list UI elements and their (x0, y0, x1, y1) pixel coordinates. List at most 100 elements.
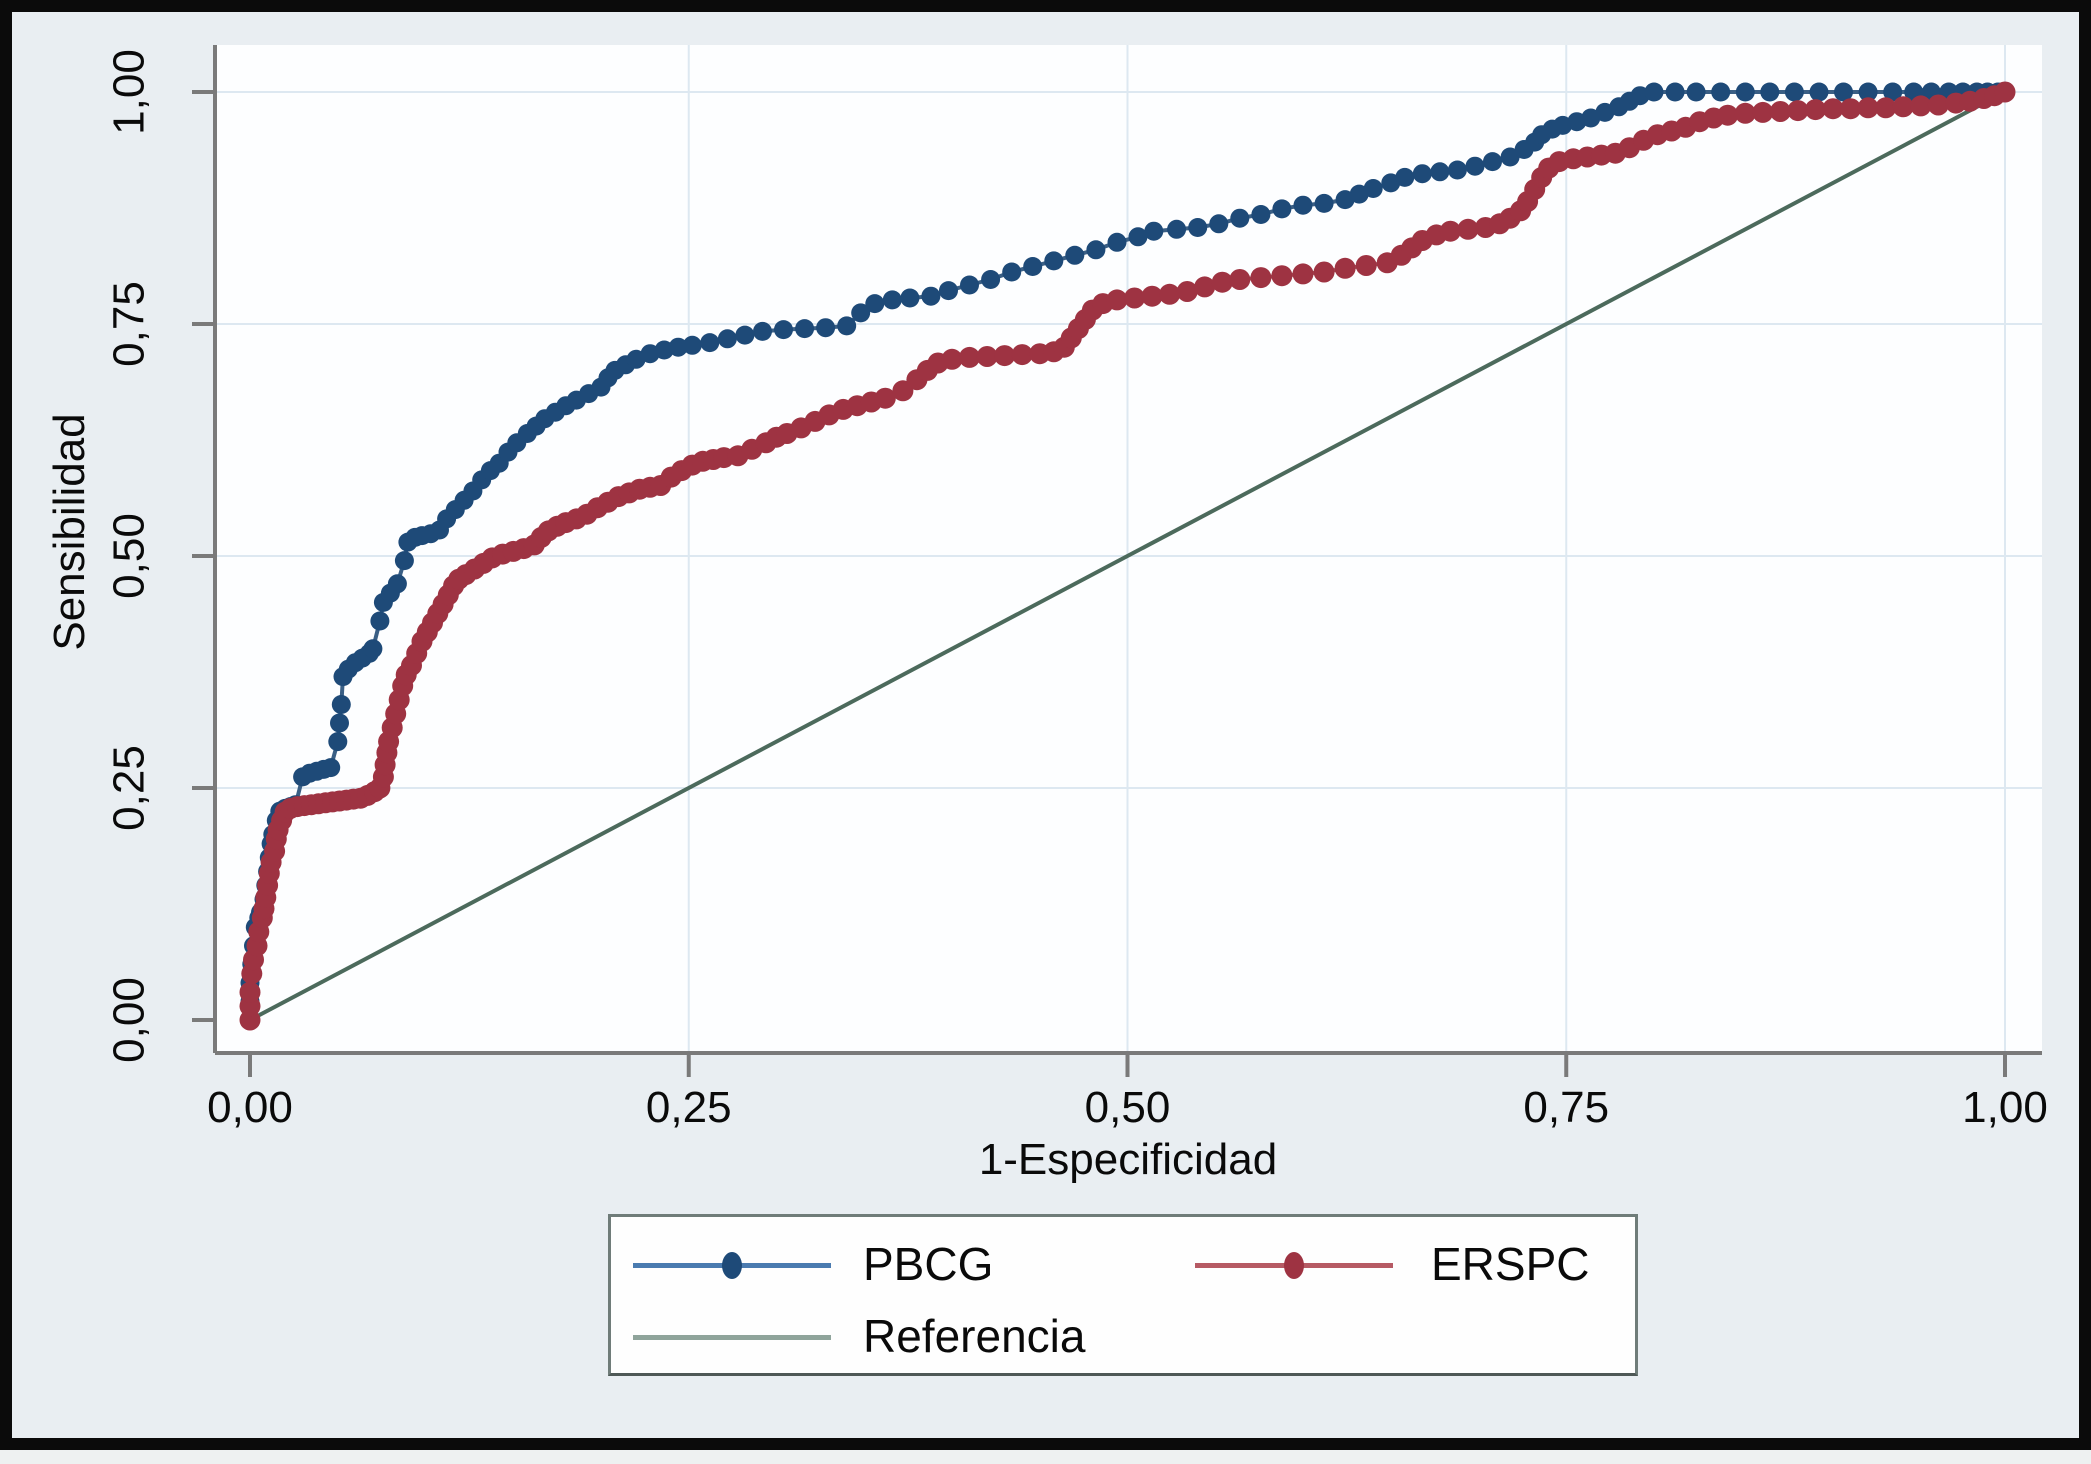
pbcg-marker (1314, 193, 1334, 213)
erspc-marker (1857, 97, 1879, 119)
pbcg-marker (328, 732, 348, 752)
pbcg-marker (1107, 232, 1127, 252)
pbcg-marker (1023, 257, 1043, 276)
legend-marker-erspc (1284, 1252, 1304, 1279)
erspc-marker (1927, 94, 1949, 116)
legend-line-erspc (1195, 1252, 1393, 1279)
pbcg-marker (363, 639, 383, 659)
pbcg-marker (1065, 245, 1085, 265)
pbcg-marker (1644, 82, 1664, 102)
pbcg-marker (900, 288, 920, 308)
erspc-marker (1011, 344, 1033, 366)
pbcg-marker (753, 321, 772, 341)
erspc-marker (1910, 95, 1932, 117)
pbcg-marker (1447, 160, 1467, 180)
erspc-marker (1892, 96, 1914, 118)
pbcg-marker (1883, 82, 1903, 102)
pbcg-marker (1086, 240, 1106, 260)
erspc-marker (1176, 281, 1198, 302)
erspc-marker (994, 345, 1016, 367)
erspc-marker (1822, 98, 1844, 120)
x-tick-label: 0,25 (646, 1083, 732, 1132)
erspc-marker (1124, 287, 1145, 309)
x-tick-label: 0,75 (1523, 1083, 1609, 1132)
pbcg-marker (321, 758, 341, 778)
erspc-marker (874, 387, 896, 409)
pbcg-marker (394, 551, 414, 571)
pbcg-marker (1809, 82, 1829, 102)
pbcg-marker (851, 303, 871, 323)
pbcg-marker (1858, 82, 1878, 102)
pbcg-marker (774, 320, 793, 340)
pbcg-marker (795, 319, 815, 339)
referencia-curve (249, 90, 2006, 1022)
erspc-marker (1106, 289, 1128, 311)
erspc-marker (1211, 271, 1233, 293)
erspc-marker (1159, 283, 1181, 305)
erspc-marker (1875, 97, 1897, 119)
x-tick-label: 0,50 (1085, 1083, 1171, 1132)
pbcg-marker (921, 286, 941, 306)
erspc-marker (941, 348, 963, 370)
pbcg-marker (1412, 164, 1432, 184)
legend-marker-pbcg (722, 1252, 742, 1279)
pbcg-marker (1735, 82, 1755, 102)
pbcg-marker (1686, 82, 1706, 102)
pbcg-marker (1711, 82, 1731, 102)
x-tick-label: 1,00 (1962, 1083, 2048, 1132)
pbcg-marker (1272, 199, 1292, 219)
pbcg-marker (1483, 152, 1502, 172)
pbcg-marker (1395, 167, 1415, 187)
pbcg-marker (370, 611, 390, 631)
erspc-marker (1250, 267, 1272, 289)
pbcg-marker (816, 318, 836, 338)
pbcg-marker (1188, 218, 1208, 237)
erspc-marker (959, 346, 980, 368)
pbcg-marker (1002, 262, 1022, 282)
pbcg-marker (668, 337, 688, 357)
x-axis-title: 1-Especificidad (978, 1135, 1278, 1184)
erspc-marker (1141, 285, 1163, 307)
legend-label-pbcg: PBCG (863, 1238, 994, 1290)
y-tick-label: 0,00 (104, 977, 153, 1063)
legend-label-referencia: Referencia (863, 1310, 1086, 1362)
pbcg-marker (1209, 214, 1229, 234)
pbcg-marker (682, 335, 702, 355)
pbcg-marker (1044, 251, 1064, 271)
pbcg-marker (981, 270, 1001, 289)
erspc-marker (1271, 265, 1293, 287)
erspc-marker (1840, 98, 1862, 120)
pbcg-marker (1251, 205, 1271, 224)
pbcg-marker (331, 695, 351, 714)
pbcg-marker (1167, 219, 1187, 239)
erspc-marker (1355, 255, 1377, 276)
pbcg-marker (1128, 227, 1148, 247)
y-tick-label: 1,00 (104, 49, 153, 135)
y-tick-label: 0,75 (104, 281, 153, 367)
erspc-marker (239, 981, 261, 1003)
y-tick-label: 0,50 (104, 513, 153, 599)
pbcg-marker (865, 294, 885, 314)
erspc-marker (1769, 101, 1791, 122)
pbcg-marker (1665, 82, 1685, 102)
y-tick-label: 0,25 (104, 745, 153, 831)
erspc-marker (892, 380, 914, 402)
erspc-marker (1439, 220, 1461, 242)
erspc-marker (1787, 100, 1809, 122)
y-axis-title: Sensibilidad (45, 413, 94, 651)
pbcg-marker (1363, 179, 1383, 198)
erspc-marker (1805, 99, 1826, 121)
pbcg-marker (1230, 208, 1250, 228)
pbcg-marker (717, 329, 737, 349)
legend-label-erspc: ERSPC (1431, 1238, 1590, 1290)
pbcg-marker (1500, 147, 1520, 167)
erspc-marker (1194, 276, 1216, 298)
pbcg-marker (939, 281, 958, 301)
pbcg-marker (1784, 82, 1804, 102)
pbcg-marker (330, 713, 349, 733)
pbcg-marker (960, 275, 979, 295)
pbcg-marker (1760, 82, 1780, 102)
pbcg-marker (700, 333, 720, 353)
legend: PBCG ERSPC Referencia (608, 1214, 1638, 1376)
